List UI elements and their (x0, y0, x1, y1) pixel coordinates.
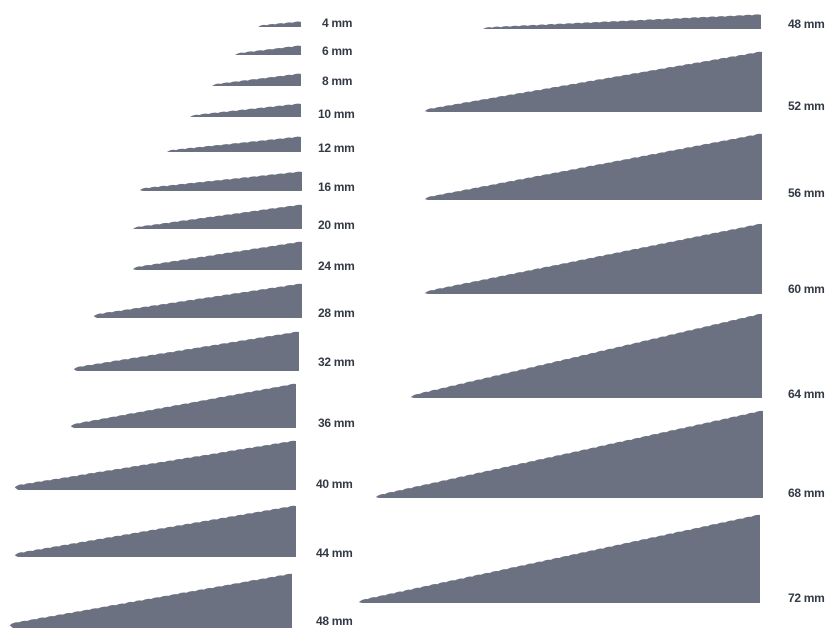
label-left-48mm: 48 mm (316, 614, 353, 628)
label-right-60mm: 60 mm (788, 282, 825, 296)
left-wedge-10mm (189, 103, 301, 117)
left-wedge-12mm (166, 136, 301, 152)
left-wedge-6mm (234, 45, 301, 55)
label-left-36mm: 36 mm (318, 416, 355, 430)
right-wedge-60mm (424, 223, 762, 294)
label-left-16mm: 16 mm (318, 180, 355, 194)
left-wedge-24mm (132, 241, 302, 270)
label-left-12mm: 12 mm (318, 141, 355, 155)
left-wedge-20mm (132, 204, 302, 229)
left-wedge-32mm (73, 331, 299, 371)
right-wedge-48mm (482, 14, 761, 29)
label-left-28mm: 28 mm (318, 306, 355, 320)
left-wedge-16mm (139, 171, 302, 191)
label-left-40mm: 40 mm (316, 477, 353, 491)
label-left-6mm: 6 mm (322, 44, 353, 58)
label-right-64mm: 64 mm (788, 387, 825, 401)
left-wedge-4mm (257, 21, 301, 27)
left-wedge-36mm (70, 383, 296, 428)
label-left-44mm: 44 mm (316, 546, 353, 560)
left-wedge-8mm (211, 73, 301, 86)
label-right-56mm: 56 mm (788, 186, 825, 200)
left-wedge-44mm (14, 505, 297, 557)
label-left-24mm: 24 mm (318, 259, 355, 273)
label-right-52mm: 52 mm (788, 99, 825, 113)
left-wedge-28mm (93, 283, 302, 318)
label-left-10mm: 10 mm (318, 107, 355, 121)
right-wedge-64mm (410, 313, 762, 398)
label-right-72mm: 72 mm (788, 591, 825, 605)
label-right-48mm: 48 mm (788, 17, 825, 31)
left-wedge-40mm (14, 440, 297, 490)
label-right-68mm: 68 mm (788, 486, 825, 500)
label-left-20mm: 20 mm (318, 218, 355, 232)
label-left-8mm: 8 mm (322, 74, 353, 88)
label-left-4mm: 4 mm (322, 16, 353, 30)
right-wedge-56mm (424, 133, 762, 200)
left-wedge-48mm (9, 573, 293, 628)
label-left-32mm: 32 mm (318, 355, 355, 369)
right-wedge-52mm (424, 51, 762, 112)
right-wedge-72mm (358, 514, 760, 603)
right-wedge-68mm (375, 410, 763, 498)
